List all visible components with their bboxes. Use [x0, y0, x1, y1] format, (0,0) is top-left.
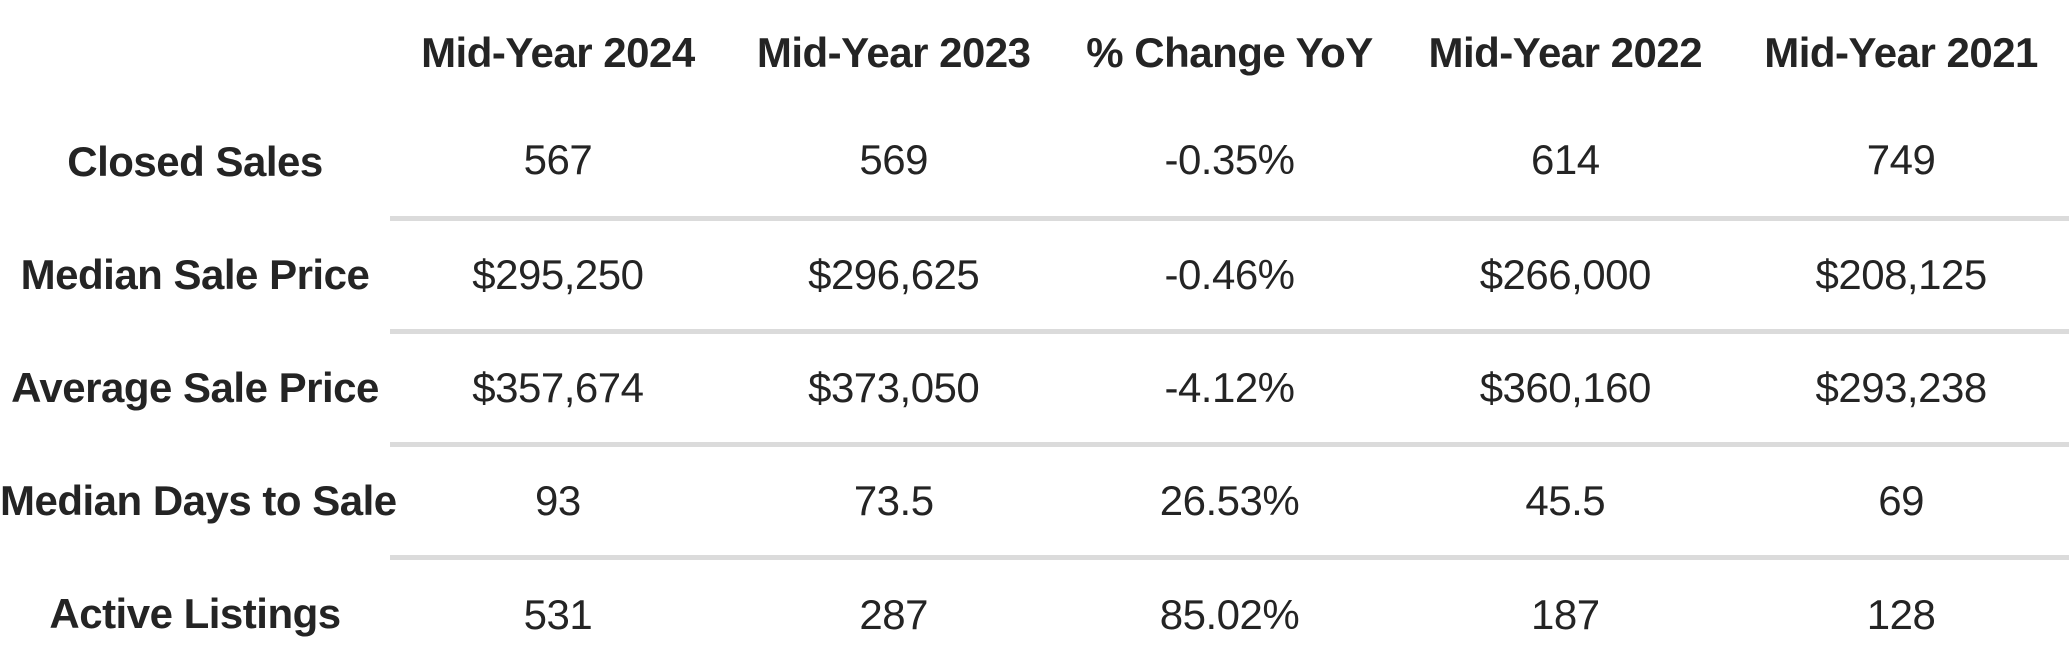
cell-value: 93: [390, 441, 726, 557]
cell-value: 567: [523, 136, 593, 184]
cell-value: $360,160: [1397, 328, 1734, 444]
cell-value: $357,674: [390, 328, 726, 444]
cell-value: 287: [725, 554, 1062, 648]
column-header: Mid-Year 2024: [421, 28, 695, 76]
row-label: Active Listings: [49, 589, 341, 637]
cell-value: $373,050: [725, 328, 1062, 444]
column-header: Mid-Year 2022: [1428, 28, 1703, 76]
row-label: Closed Sales: [67, 137, 323, 185]
row-label: Median Days to Sale: [0, 476, 397, 524]
row-label: Median Sale Price: [20, 250, 370, 298]
cell-value: 26.53%: [1061, 441, 1398, 557]
table-row: Median Days to Sale 93 73.5 26.53% 45.5 69: [0, 441, 2069, 557]
cell-value: $295,250: [390, 215, 726, 331]
cell-value: 569: [859, 136, 928, 184]
cell-value: 45.5: [1397, 441, 1734, 557]
column-header: Mid-Year 2021: [1764, 28, 2038, 76]
cell-value: -0.35%: [1164, 136, 1295, 184]
cell-value: $208,125: [1733, 215, 2069, 331]
cell-value: 749: [1866, 136, 1936, 184]
column-header: Mid-Year 2023: [756, 28, 1031, 76]
cell-value: 531: [390, 554, 726, 648]
cell-value: 73.5: [725, 441, 1062, 557]
table-row: Average Sale Price $357,674 $373,050 -4.12%…: [0, 328, 2069, 444]
cell-value: 128: [1733, 554, 2069, 648]
table-row: Active Listings 531 287 85.02% 187 128: [0, 554, 2069, 648]
header-row: Mid-Year 2024 Mid-Year 2023 % Change YoY Mi…: [0, 0, 2069, 105]
cell-value: 187: [1397, 554, 1734, 648]
cell-value: -0.46%: [1061, 215, 1398, 331]
cell-value: 85.02%: [1061, 554, 1398, 648]
table-header: Mid-Year 2024 Mid-Year 2023 % Change YoY Mi…: [0, 0, 2069, 105]
table-body: Closed Sales 567 569 -0.35% 614 749 Median Sal…: [0, 105, 2069, 648]
cell-value: $293,238: [1733, 328, 2069, 444]
table-row: Closed Sales 567 569 -0.35% 614 749: [0, 105, 2069, 218]
cell-value: $266,000: [1397, 215, 1734, 331]
table-row: Median Sale Price $295,250 $296,625 -0.46% $…: [0, 215, 2069, 331]
cell-value: 614: [1531, 136, 1600, 184]
row-label: Average Sale Price: [11, 363, 379, 411]
column-header: % Change YoY: [1086, 28, 1373, 76]
corner-cell: [0, 0, 390, 105]
cell-value: -4.12%: [1061, 328, 1398, 444]
cell-value: 69: [1733, 441, 2069, 557]
cell-value: $296,625: [725, 215, 1062, 331]
